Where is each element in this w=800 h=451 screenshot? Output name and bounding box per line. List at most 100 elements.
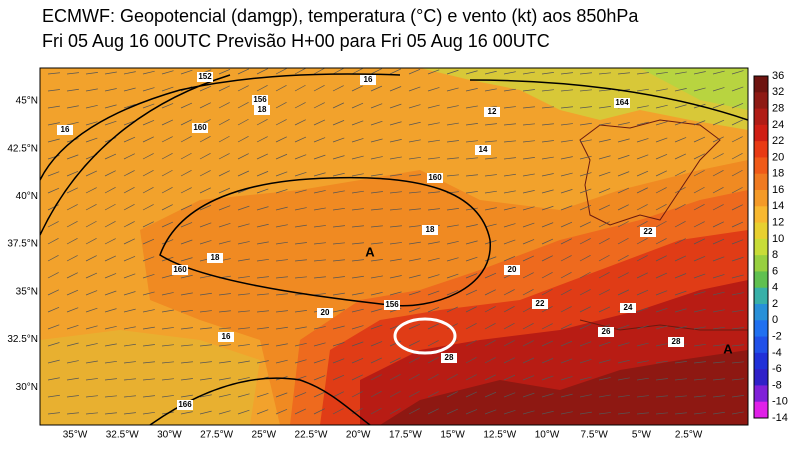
wind-barb: [123, 186, 135, 194]
wind-barb: [674, 71, 687, 75]
wind-barb: [579, 106, 592, 109]
wind-barb: [408, 191, 421, 194]
wind-barb: [446, 290, 459, 296]
wind-barb: [123, 203, 135, 211]
wind-barb: [693, 136, 706, 143]
contour-label-bg: [668, 337, 684, 347]
wind-barb: [598, 155, 611, 160]
wind-barb: [503, 106, 516, 109]
wind-barb: [332, 276, 345, 279]
wind-barb: [66, 360, 79, 364]
wind-barb: [731, 103, 744, 109]
wind-barb: [256, 136, 268, 143]
wind-barb: [313, 68, 325, 75]
wind-barb: [541, 305, 553, 313]
wind-barb: [636, 377, 649, 381]
wind-barb: [674, 187, 686, 194]
wind-barb: [465, 240, 478, 245]
wind-barb: [731, 256, 744, 262]
wind-barb: [199, 292, 212, 296]
wind-barb: [655, 104, 668, 109]
wind-barb: [123, 87, 136, 92]
contour-label: 160: [428, 173, 442, 182]
contour-label: 22: [536, 299, 545, 308]
wind-barb: [465, 391, 478, 398]
wind-barb: [313, 391, 326, 398]
wind-barb: [47, 412, 60, 415]
wind-barb: [237, 170, 250, 177]
wind-barb: [237, 377, 250, 381]
wind-barb: [655, 290, 668, 296]
wind-barb: [636, 360, 649, 364]
colorbar-swatch: [754, 336, 768, 354]
wind-barb: [275, 101, 287, 109]
wind-barb: [408, 340, 420, 347]
wind-barb: [85, 395, 98, 398]
colorbar-frame: [753, 75, 769, 419]
wind-barb: [522, 123, 535, 126]
wind-barb: [560, 172, 573, 177]
wind-barb: [218, 135, 230, 143]
colorbar-label: 24: [772, 119, 784, 131]
wind-barb: [522, 410, 535, 415]
wind-barb: [636, 105, 649, 109]
wind-barb: [180, 327, 193, 330]
wind-barb: [693, 238, 705, 245]
wind-barb: [313, 408, 325, 415]
colorbar-label: 18: [772, 168, 784, 180]
wind-barb: [522, 106, 535, 109]
wind-barb: [332, 85, 344, 92]
wind-barb: [237, 223, 250, 228]
wind-barb: [237, 258, 250, 262]
wind-barb: [636, 220, 648, 228]
wind-barb: [47, 377, 60, 381]
wind-barb: [218, 205, 231, 211]
wind-barb: [636, 272, 648, 279]
wind-barb: [731, 86, 744, 92]
wind-barb: [503, 157, 516, 160]
wind-barb: [598, 377, 611, 381]
wind-barb: [123, 104, 136, 109]
wind-barb: [446, 374, 458, 381]
wind-barb: [123, 361, 136, 364]
wind-barb: [408, 86, 421, 92]
wind-barb: [370, 275, 383, 279]
wind-barb: [66, 289, 79, 296]
wind-barb: [47, 394, 60, 398]
wind-barb: [484, 391, 497, 398]
wind-barb: [674, 290, 687, 296]
wind-barb: [465, 105, 478, 109]
wind-barb: [161, 169, 173, 177]
wind-barb: [484, 409, 497, 415]
wind-barb: [560, 306, 572, 313]
contour-label: 156: [253, 95, 267, 104]
colorbar-label: 6: [772, 265, 778, 277]
wind-barb: [237, 310, 250, 313]
wind-barb: [47, 289, 59, 296]
wind-barb: [731, 239, 744, 245]
wind-barb: [674, 395, 687, 398]
wind-barb: [693, 153, 705, 160]
wind-barb: [598, 221, 610, 228]
wind-barb: [161, 239, 174, 245]
wind-barb: [85, 220, 97, 228]
wind-barb: [370, 191, 383, 194]
wind-barb: [351, 308, 364, 313]
wind-barb: [313, 154, 326, 160]
wind-barb: [427, 191, 440, 194]
wind-barb: [256, 393, 269, 398]
lat-label: 42.5°N: [7, 143, 38, 154]
wind-barb: [294, 68, 306, 75]
wind-barb: [332, 102, 345, 109]
wind-barb: [237, 136, 249, 143]
wind-barb: [598, 412, 611, 415]
contour-label-bg: [598, 327, 614, 337]
wind-barb: [598, 139, 611, 143]
wind-barb: [123, 326, 136, 330]
wind-barb: [237, 102, 249, 109]
wind-barb: [66, 272, 78, 279]
wind-barb: [256, 310, 269, 313]
wind-barb: [256, 153, 269, 160]
wind-barb: [66, 237, 78, 245]
wind-barb: [370, 291, 383, 296]
